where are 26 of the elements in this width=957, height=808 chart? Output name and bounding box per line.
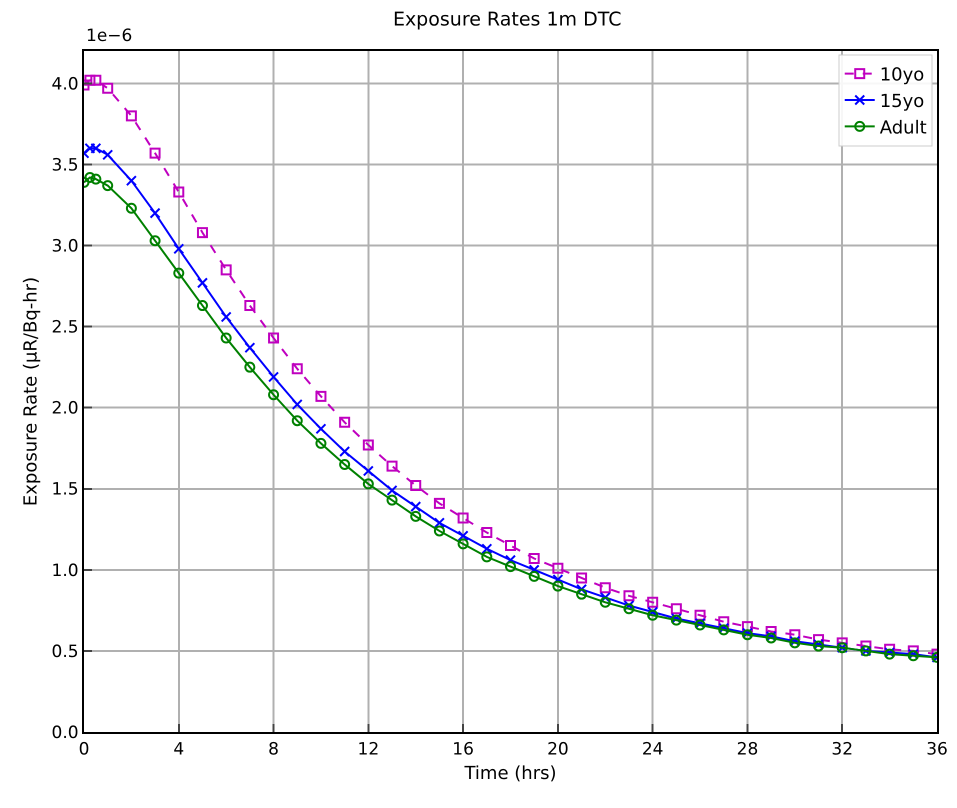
y-axis-title: Exposure Rate (μR/Bq-hr)	[20, 276, 42, 506]
y-tick-label: 1.0	[52, 560, 79, 581]
text: 1e−6	[86, 26, 132, 46]
y-tick-label: 4.0	[52, 74, 79, 94]
chart-title: Exposure Rates 1m DTC	[392, 8, 622, 30]
y-tick-label: 3.0	[52, 236, 79, 257]
x-tick-label: 28	[736, 739, 758, 760]
x-axis-title: Time (hrs)	[463, 763, 557, 784]
x-tick-label: 12	[358, 739, 380, 760]
y-tick-label: 0.5	[52, 642, 79, 662]
x-tick-label: 36	[926, 739, 948, 760]
x-tick-label: 0	[78, 739, 90, 760]
legend-label: 15yo	[880, 91, 924, 112]
y-tick-label: 3.5	[52, 155, 79, 176]
x-tick-label: 20	[547, 739, 569, 760]
legend-label: 10yo	[880, 64, 924, 86]
x-tick-label: 24	[642, 739, 664, 760]
x-tick-label: 4	[173, 739, 184, 760]
y-tick-label: 2.5	[52, 318, 79, 338]
y-tick-label: 2.0	[52, 398, 79, 419]
legend-label: Adult	[880, 117, 927, 138]
y-tick-label: 0.0	[52, 722, 79, 743]
x-tick-label: 8	[268, 739, 279, 760]
x-tick-label: 16	[452, 739, 474, 760]
x-tick-label: 32	[831, 739, 854, 760]
y-tick-label: 1.5	[52, 480, 79, 500]
